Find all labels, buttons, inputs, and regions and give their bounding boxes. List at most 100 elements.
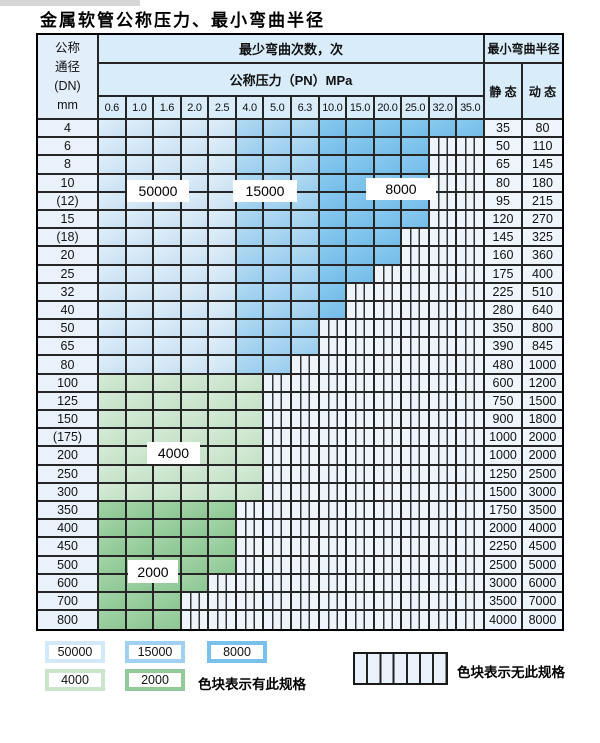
cell-spec-z1 (99, 320, 127, 337)
cell-no-spec (236, 556, 265, 573)
table-row-dn-18: (18) 145 325 (38, 229, 562, 248)
dynamic-radius-cell: 2000 (522, 447, 562, 464)
cell-no-spec (347, 483, 375, 500)
cell-no-spec (402, 465, 430, 482)
cell-no-spec (457, 592, 485, 610)
cell-spec-z1 (99, 120, 127, 137)
static-radius-cell: 120 (484, 210, 523, 228)
dynamic-radius-cell: 4000 (522, 520, 562, 537)
cell-spec-z1 (99, 338, 127, 355)
cell-no-spec (319, 392, 348, 409)
cell-no-spec (457, 447, 485, 464)
cell-no-spec (457, 265, 485, 282)
cell-spec-z2 (236, 356, 265, 373)
cell-no-spec (457, 229, 485, 246)
dynamic-column-header: 动 态 (528, 84, 557, 99)
min-bend-cycles-header: 最少弯曲次数，次 (99, 35, 485, 64)
cell-no-spec (264, 556, 292, 573)
cell-spec-z1 (154, 301, 182, 319)
cell-spec-z1 (209, 283, 237, 300)
cell-no-spec (374, 283, 403, 300)
cell-no-spec (236, 574, 265, 591)
dynamic-radius-cell: 1200 (522, 374, 562, 391)
table-body: 4 35 80 6 50 110 8 65 145 10 80 180 (12) 95 215 15 120 27… (38, 120, 562, 630)
cycles-label-4000: 4000 (147, 442, 200, 464)
cell-no-spec (347, 520, 375, 537)
cell-no-spec (236, 592, 265, 610)
cell-no-spec (291, 374, 320, 391)
table-row-dn-15: 15 120 270 (38, 210, 562, 230)
cell-spec-z1 (209, 247, 237, 264)
cell-no-spec (457, 156, 485, 173)
table-row-dn-65: 65 390 845 (38, 338, 562, 357)
cell-no-spec (429, 283, 458, 300)
cell-spec-z1 (209, 356, 237, 373)
cell-no-spec (402, 574, 430, 591)
cell-no-spec (264, 392, 292, 409)
cell-spec-z1 (209, 156, 237, 173)
cell-spec-z1 (99, 138, 127, 155)
cell-spec-z3 (347, 229, 375, 246)
cell-spec-z1 (209, 229, 237, 246)
cell-spec-z1 (181, 301, 210, 319)
dynamic-radius-cell: 215 (522, 192, 562, 209)
static-radius-cell: 750 (484, 392, 523, 409)
cell-spec-z1 (126, 247, 155, 264)
cell-no-spec (457, 192, 485, 209)
dn-cell: 65 (38, 338, 99, 355)
cell-spec-z2 (264, 265, 292, 282)
cell-spec-g1 (209, 465, 237, 482)
cell-spec-z3 (319, 283, 348, 300)
cell-spec-z3 (374, 229, 403, 246)
cell-spec-z1 (209, 265, 237, 282)
cell-spec-z2 (264, 283, 292, 300)
cell-no-spec (374, 574, 403, 591)
dn-header-line-2: 通径 (54, 59, 80, 74)
cell-spec-g1 (154, 411, 182, 428)
static-radius-cell: 1500 (484, 483, 523, 500)
cell-spec-g1 (99, 447, 127, 464)
cell-spec-z3 (347, 247, 375, 264)
cell-spec-z2 (236, 156, 265, 173)
cell-spec-z3 (319, 120, 348, 137)
cell-spec-z3 (319, 138, 348, 155)
legend-swatch-4000: 4000 (45, 669, 105, 691)
dynamic-radius-cell: 3500 (522, 501, 562, 519)
dn-cell: 350 (38, 501, 99, 519)
pressure-col-header: 1.6 (154, 97, 182, 118)
table-row-dn-250: 250 1250 2500 (38, 465, 562, 484)
cell-spec-g1 (236, 465, 265, 482)
cell-no-spec (429, 301, 458, 319)
pressure-col-header: 2.5 (209, 97, 237, 118)
cell-no-spec (374, 483, 403, 500)
cycles-label-2000: 2000 (128, 560, 178, 583)
cell-no-spec (429, 556, 458, 573)
cell-spec-z1 (99, 229, 127, 246)
cell-no-spec (236, 520, 265, 537)
cell-no-spec (319, 320, 348, 337)
cell-no-spec (374, 501, 403, 519)
cell-no-spec (457, 501, 485, 519)
static-radius-cell: 225 (484, 283, 523, 300)
cell-no-spec (319, 538, 348, 555)
cell-spec-z1 (181, 156, 210, 173)
cell-spec-z1 (209, 138, 237, 155)
cell-no-spec (457, 429, 485, 446)
cell-spec-z3 (402, 138, 430, 155)
cell-spec-z1 (99, 283, 127, 300)
cell-no-spec (429, 374, 458, 391)
cell-spec-g2 (99, 501, 127, 519)
cell-no-spec (402, 538, 430, 555)
cell-no-spec (264, 447, 292, 464)
cell-spec-z1 (126, 210, 155, 228)
cell-spec-z3 (319, 265, 348, 282)
cell-spec-g2 (126, 538, 155, 555)
dn-cell: (12) (38, 192, 99, 209)
table-row-dn-6: 6 50 110 (38, 138, 562, 157)
cell-no-spec (429, 483, 458, 500)
dn-cell: 15 (38, 210, 99, 228)
legend-swatch-label: 8000 (211, 645, 263, 659)
cell-spec-z1 (99, 192, 127, 209)
dynamic-radius-cell: 360 (522, 247, 562, 264)
cell-no-spec (347, 611, 375, 630)
